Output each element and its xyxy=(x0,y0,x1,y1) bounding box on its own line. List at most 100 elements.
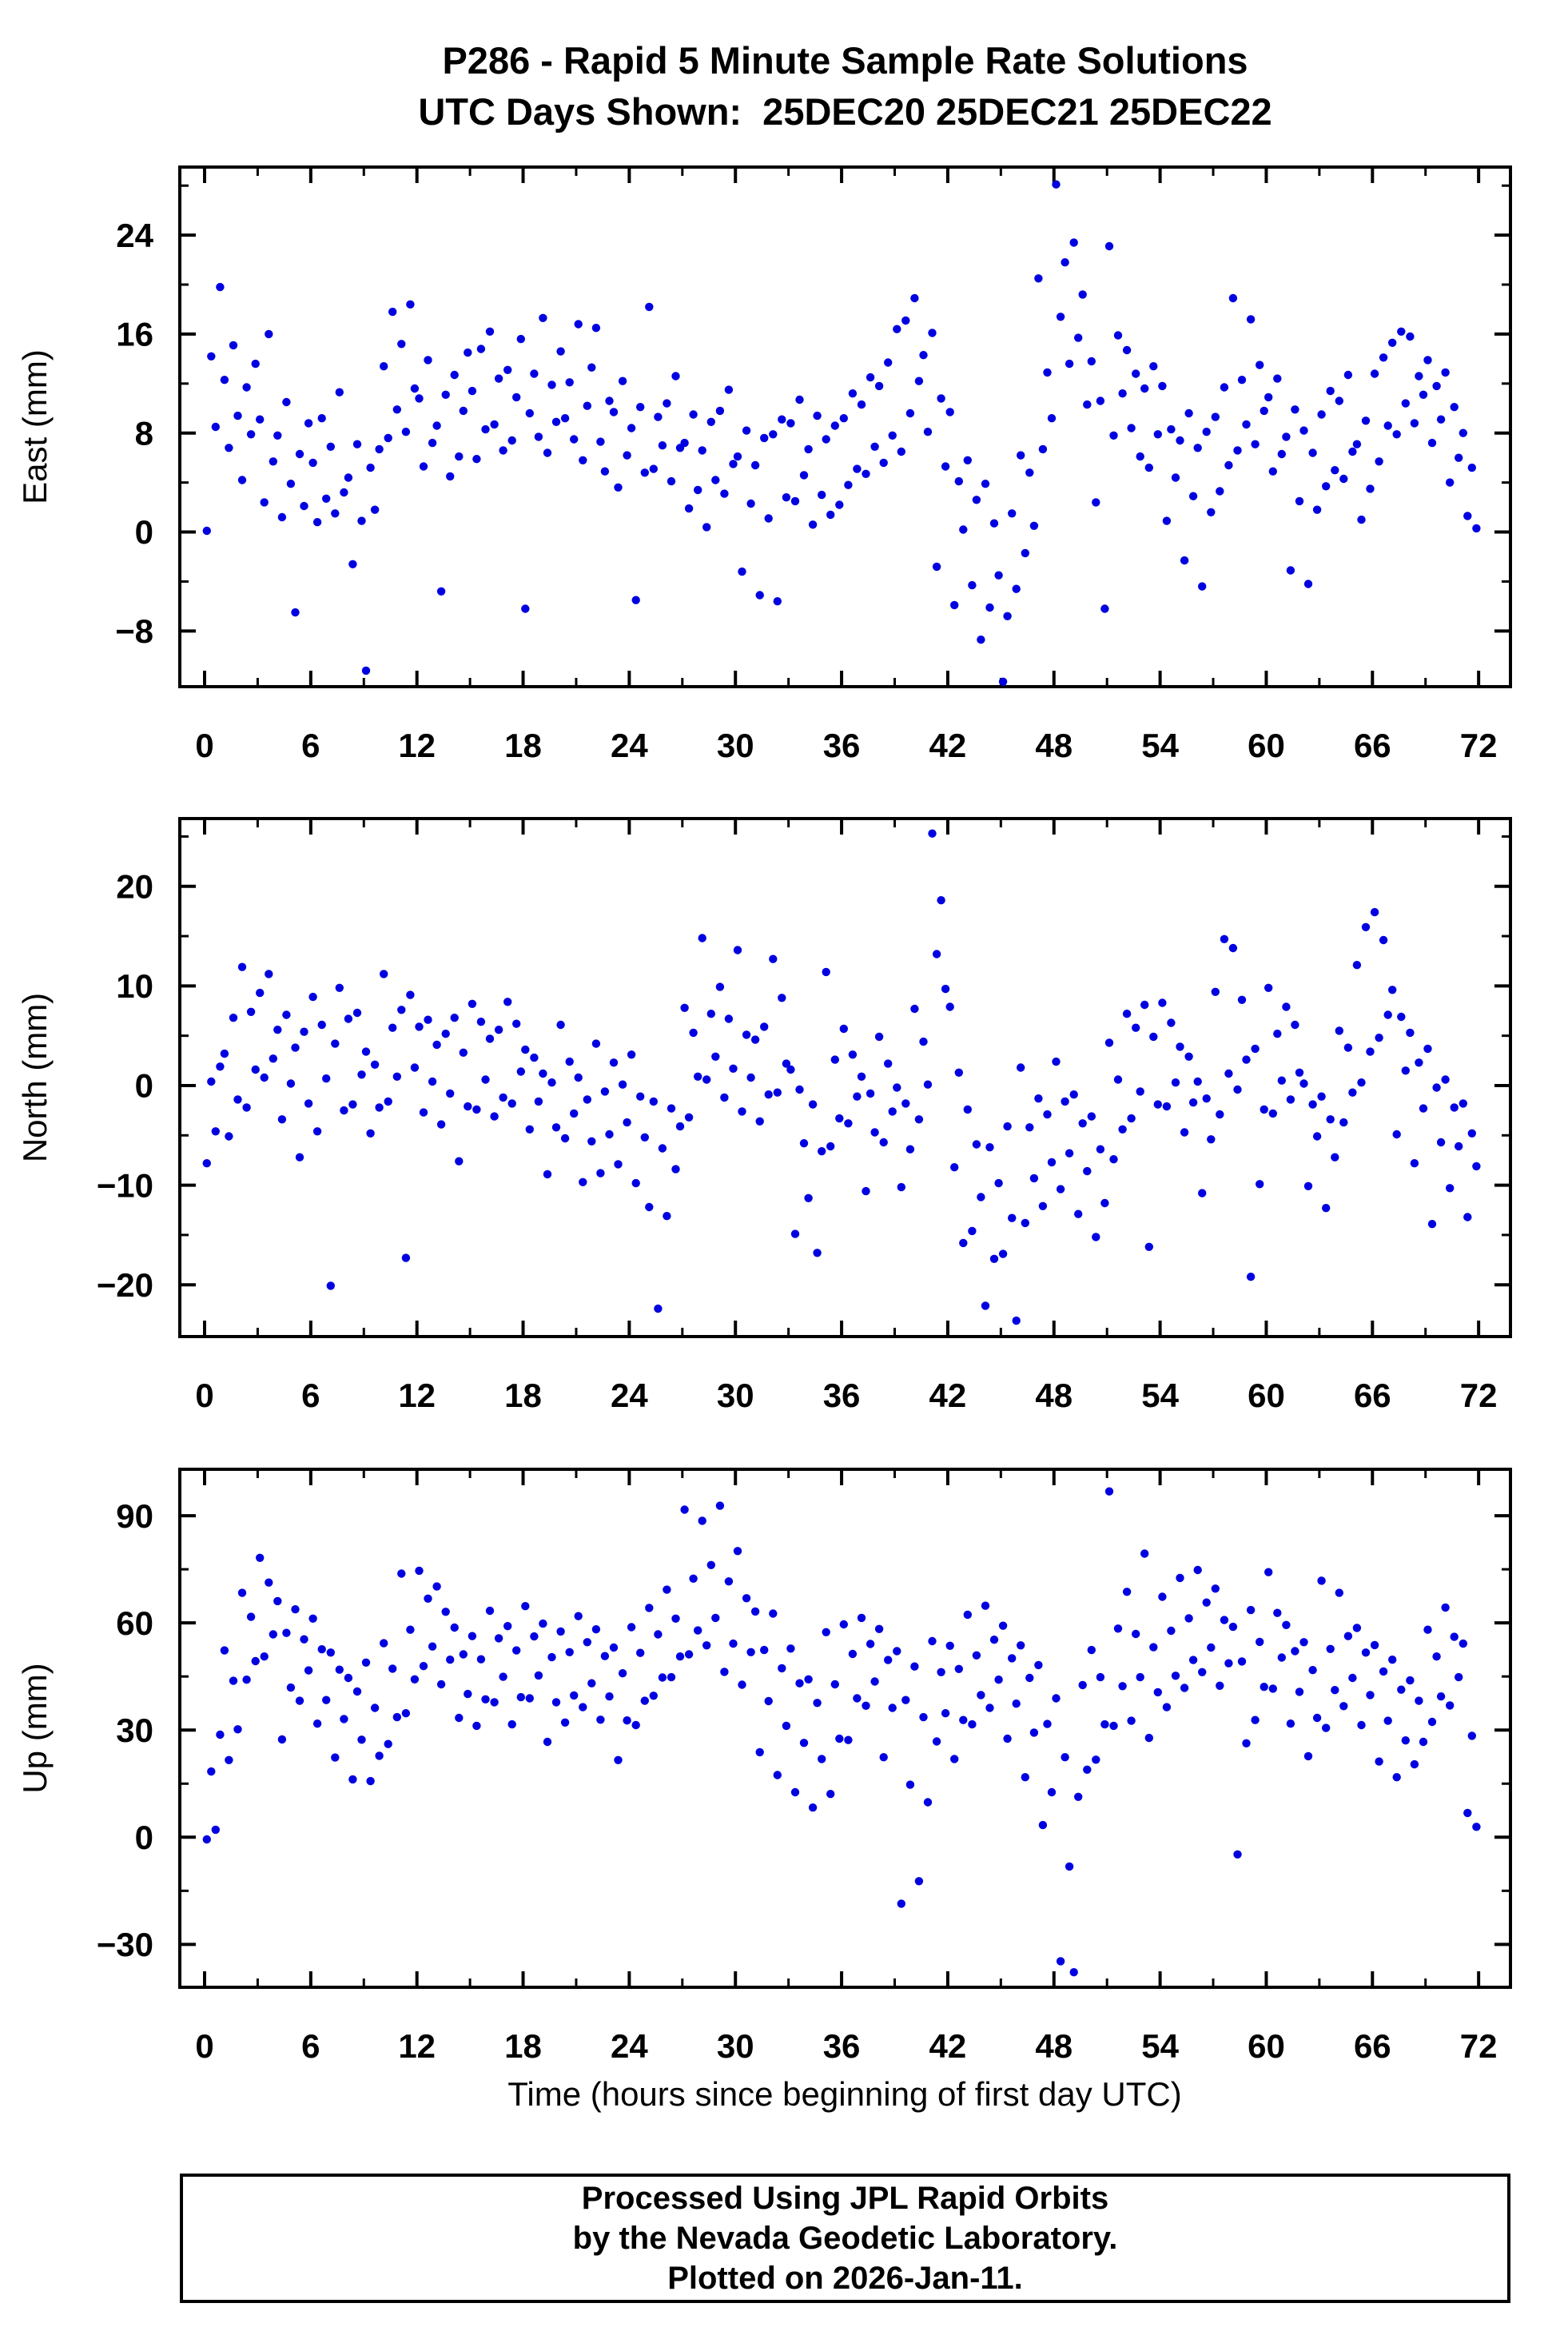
data-point xyxy=(945,1002,954,1011)
data-point xyxy=(335,388,344,396)
scatter-points xyxy=(202,180,1481,686)
data-point xyxy=(799,1139,809,1148)
data-point xyxy=(1436,1692,1446,1701)
data-point xyxy=(322,1695,331,1704)
data-point xyxy=(702,523,711,532)
data-point xyxy=(384,1739,392,1748)
data-point xyxy=(627,424,636,432)
data-point xyxy=(202,1159,211,1168)
data-point xyxy=(866,373,875,382)
data-point xyxy=(1153,1688,1163,1697)
data-point xyxy=(229,1014,238,1022)
data-point xyxy=(207,1767,216,1776)
data-point xyxy=(1467,1129,1477,1138)
data-point xyxy=(1025,468,1034,477)
data-point xyxy=(928,329,937,337)
data-point xyxy=(1251,440,1260,448)
data-point xyxy=(1246,315,1256,324)
data-point xyxy=(503,365,512,374)
data-point xyxy=(256,988,265,998)
x-tick-label: 12 xyxy=(398,2027,436,2065)
data-point xyxy=(1237,376,1247,385)
data-point xyxy=(1158,998,1167,1007)
data-point xyxy=(1273,1030,1282,1038)
data-point xyxy=(392,1072,401,1082)
data-point xyxy=(746,1073,755,1082)
data-point xyxy=(941,984,950,994)
data-point xyxy=(1401,1066,1411,1075)
data-point xyxy=(446,1089,455,1098)
x-tick-label: 30 xyxy=(717,1377,754,1414)
data-point xyxy=(720,1668,729,1676)
data-point xyxy=(600,1652,610,1660)
data-point xyxy=(1176,1042,1184,1051)
data-point xyxy=(1303,1751,1313,1761)
data-point xyxy=(428,1642,437,1651)
data-point xyxy=(826,510,835,520)
data-point xyxy=(1317,1576,1326,1585)
x-tick-label: 6 xyxy=(301,2027,320,2065)
data-point xyxy=(1104,1038,1114,1047)
data-point xyxy=(1012,1699,1021,1708)
data-point xyxy=(1401,1736,1411,1745)
data-point xyxy=(1100,1719,1109,1729)
data-point xyxy=(870,442,879,451)
data-point xyxy=(950,1755,959,1763)
data-point xyxy=(507,1719,516,1729)
data-point xyxy=(671,1614,680,1624)
data-point xyxy=(1463,1808,1472,1818)
data-point xyxy=(738,1680,746,1689)
data-point xyxy=(464,348,472,357)
data-point xyxy=(406,990,415,999)
data-point xyxy=(424,356,432,365)
data-point xyxy=(291,1043,300,1052)
data-point xyxy=(1436,415,1446,424)
data-point xyxy=(260,498,269,507)
data-point xyxy=(1441,1603,1450,1612)
data-point xyxy=(1021,1218,1030,1228)
data-point xyxy=(1423,356,1432,365)
data-point xyxy=(424,1594,432,1604)
data-point xyxy=(516,1692,525,1702)
data-point xyxy=(994,571,1003,580)
data-point xyxy=(340,1715,348,1723)
data-point xyxy=(499,446,507,455)
data-point xyxy=(1392,430,1401,439)
data-point xyxy=(888,1703,897,1712)
data-point xyxy=(233,1095,242,1104)
data-point xyxy=(1459,428,1468,437)
data-point xyxy=(596,1169,605,1177)
data-point xyxy=(428,1077,437,1086)
data-point xyxy=(928,1636,937,1646)
data-point xyxy=(468,1632,477,1640)
data-point xyxy=(1312,1713,1322,1723)
data-point xyxy=(512,1019,521,1028)
data-point xyxy=(1361,1648,1371,1657)
data-point xyxy=(1357,515,1366,524)
data-point xyxy=(1140,1549,1149,1558)
data-point xyxy=(1003,1734,1012,1743)
x-tick-label: 66 xyxy=(1354,1377,1391,1414)
data-point xyxy=(521,1602,530,1611)
footer-line3: Plotted on 2026-Jan-11. xyxy=(667,2261,1023,2296)
data-point xyxy=(1299,1638,1308,1647)
data-point xyxy=(450,1014,459,1022)
data-point xyxy=(256,415,265,424)
x-tick-label: 24 xyxy=(611,727,648,764)
data-point xyxy=(600,467,610,476)
data-point xyxy=(631,1720,640,1730)
data-point xyxy=(1379,353,1388,362)
data-point xyxy=(689,1574,698,1584)
data-point xyxy=(897,447,906,456)
data-point xyxy=(392,1712,401,1722)
footer-box: Processed Using JPL Rapid Orbits by the … xyxy=(180,2174,1510,2303)
data-point xyxy=(1264,983,1273,993)
data-point xyxy=(543,1170,552,1179)
data-point xyxy=(790,1229,800,1238)
data-point xyxy=(269,457,277,466)
data-point xyxy=(1242,1055,1251,1064)
data-point xyxy=(1216,487,1224,496)
data-point xyxy=(636,403,645,412)
data-point xyxy=(998,677,1008,686)
